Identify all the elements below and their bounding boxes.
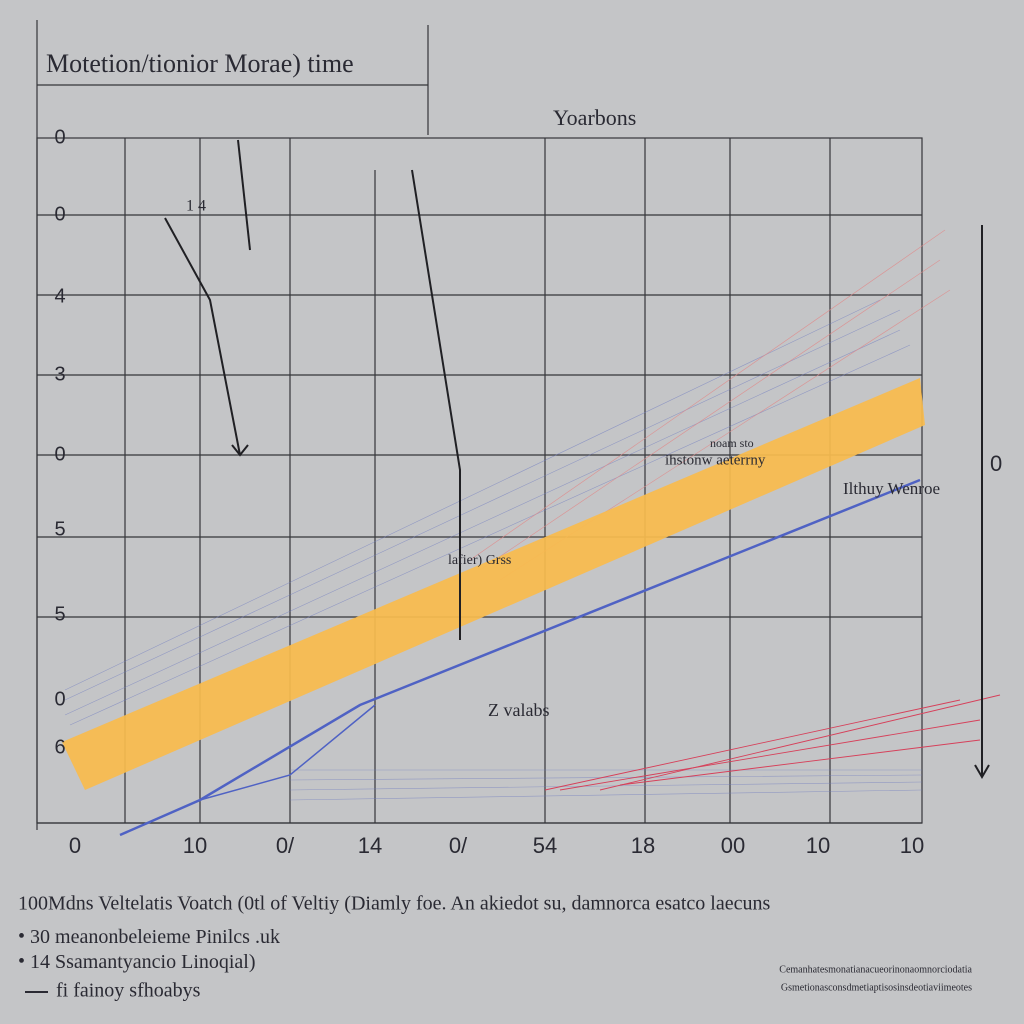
footer-item-text: 14 Ssamantyancio Linoqial) (30, 951, 256, 973)
footer-item: • 14 Ssamantyancio Linoqial) (18, 951, 256, 973)
y-tick-label: 4 (54, 285, 65, 307)
footer-note: Gsmetionasconsdmetiaptisosinsdeotiaviime… (781, 982, 972, 993)
footer-note: Cemanhatesmonatianacueorinonaomnorciodat… (779, 964, 972, 975)
footer-caption: 100Mdns Veltelatis Voatch (0tl of Veltiy… (18, 893, 770, 915)
annotation: ihstonw aeterrny (665, 452, 766, 468)
y-tick-label: 3 (54, 363, 65, 385)
annotation: 0 (990, 451, 1002, 476)
footer-item-text: 30 meanonbeleieme Pinilcs .uk (30, 926, 280, 948)
y-tick-label: 6 (54, 736, 65, 758)
arrows (164, 139, 990, 779)
annotation: 1 4 (186, 198, 206, 215)
grid (36, 85, 923, 830)
x-tick-label: 10 (806, 833, 830, 858)
legend-label: Yoarbons (553, 105, 636, 130)
red-lines (544, 694, 1001, 791)
x-tick-label: 0 (69, 833, 81, 858)
footer-item: • 30 meanonbeleieme Pinilcs .uk (18, 926, 280, 948)
x-tick-label: 10 (900, 833, 924, 858)
y-tick-label: 5 (54, 603, 65, 625)
x-tick-label: 0/ (449, 833, 468, 858)
y-tick-label: 0 (54, 126, 65, 148)
yellow-band (62, 378, 925, 790)
annotation: lafier) Grss (448, 553, 511, 568)
y-tick-label: 0 (54, 443, 65, 465)
x-tick-label: 54 (533, 833, 557, 858)
y-tick-label: 0 (54, 688, 65, 710)
y-axis-labels: 0 0 4 3 0 5 5 0 6 (54, 126, 65, 758)
blue-line (119, 478, 921, 837)
footer-item: fi fainoy sfhoabys (56, 980, 201, 1002)
y-tick-label: 5 (54, 518, 65, 540)
hatch-lines (64, 299, 923, 801)
x-tick-label: 00 (721, 833, 745, 858)
annotation: Z valabs (488, 700, 549, 720)
y-tick-label: 0 (54, 203, 65, 225)
annotation: noam sto (710, 436, 754, 450)
title: Motetion/tionior Morae) time (46, 49, 354, 78)
x-tick-label: 18 (631, 833, 655, 858)
x-tick-label: 0/ (276, 833, 295, 858)
blue-line (199, 704, 376, 801)
x-tick-label: 14 (358, 833, 382, 858)
x-tick-label: 10 (183, 833, 207, 858)
annotation: Ilthuy Wenroe (843, 479, 940, 498)
x-axis-labels: 0 10 0/14 0/54 18 00 10 10 (69, 833, 924, 858)
